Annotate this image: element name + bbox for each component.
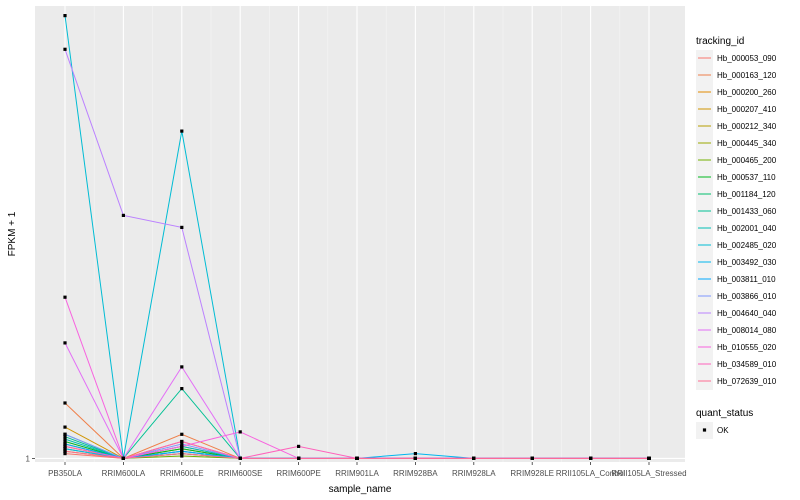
legend-label: Hb_000537_110 [717, 173, 776, 182]
data-point [355, 456, 359, 460]
x-tick-label: RRIM600LA [102, 469, 146, 478]
data-point [63, 452, 67, 456]
data-point [180, 447, 184, 451]
data-point [180, 454, 184, 458]
legend-label: Hb_002001_040 [717, 224, 777, 233]
data-point [180, 432, 184, 436]
legend-label: Hb_000207_410 [717, 105, 777, 114]
data-point [180, 444, 184, 448]
data-point [238, 456, 242, 460]
x-tick-label: RRIM928BA [393, 469, 438, 478]
data-point [413, 452, 417, 456]
data-point [63, 401, 67, 405]
legend-label: Hb_000053_090 [717, 54, 777, 63]
data-point [63, 435, 67, 439]
x-tick-label: RRIM928LE [510, 469, 554, 478]
legend-label: Hb_001184_120 [717, 190, 776, 199]
x-tick-label: RRIM600SE [218, 469, 262, 478]
series-points [63, 14, 651, 460]
data-point [589, 456, 593, 460]
data-point [63, 14, 67, 18]
legend-label: Hb_000445_340 [717, 139, 777, 148]
x-tick-label: RRII105LA_Control [556, 469, 626, 478]
data-point [297, 456, 301, 460]
legend-items: Hb_000053_090 Hb_000163_120 Hb_000200_260 H… [696, 50, 777, 390]
data-point [121, 456, 125, 460]
data-point [180, 129, 184, 133]
x-tick-label: RRIM928LA [452, 469, 496, 478]
x-tick-label: PB350LA [48, 469, 82, 478]
data-point [180, 365, 184, 369]
legend-label: Hb_001433_060 [717, 207, 777, 216]
data-point [63, 341, 67, 345]
data-point [180, 225, 184, 229]
legend-label: Hb_003811_010 [717, 275, 776, 284]
data-point [647, 456, 651, 460]
shape-legend-key [702, 428, 707, 432]
shape-legend-label: OK [717, 426, 729, 435]
data-point [238, 430, 242, 434]
shape-legend-title: quant_status [696, 408, 753, 419]
x-tick-label: RRIM600LE [160, 469, 204, 478]
data-point [297, 444, 301, 448]
legend-label: Hb_010555_020 [717, 343, 777, 352]
y-tick-label: 1 [26, 454, 31, 463]
legend-label: Hb_004640_040 [717, 309, 777, 318]
data-point [530, 456, 534, 460]
legend-label: Hb_008014_080 [717, 326, 777, 335]
data-point [63, 442, 67, 446]
legend-label: Hb_000212_340 [717, 122, 777, 131]
data-point [63, 439, 67, 444]
legend-label: Hb_072639_010 [717, 377, 777, 386]
data-point [180, 387, 184, 391]
plot-panel [35, 6, 685, 462]
x-tick-label: RRII105LA_Stressed [611, 469, 686, 478]
legend-label: Hb_000163_120 [717, 71, 777, 80]
data-point [180, 452, 184, 456]
data-point [472, 456, 476, 460]
data-point [63, 425, 67, 429]
data-point [180, 439, 184, 444]
legend: tracking_id Hb_000053_090Hb_000163_120Hb… [696, 36, 777, 439]
legend-label: Hb_000200_260 [717, 88, 777, 97]
legend-label: Hb_003866_010 [717, 292, 777, 301]
data-point [63, 447, 67, 451]
legend-label: Hb_002485_020 [717, 241, 777, 250]
data-point [63, 295, 67, 299]
x-tick-label: RRIM901LA [335, 469, 379, 478]
grid-minor [93, 6, 621, 462]
data-point [121, 213, 125, 217]
shape-legend-items: OK [696, 422, 729, 439]
legend-label: Hb_003492_030 [717, 258, 777, 267]
data-point [63, 444, 67, 448]
x-axis: PB350LA RRIM600LA RRIM600LE RRIM600SE RRIM60… [48, 462, 687, 478]
y-axis: 1 [26, 454, 35, 463]
legend-title: tracking_id [696, 36, 744, 47]
data-point [63, 449, 67, 453]
data-point [63, 47, 67, 51]
data-point [180, 442, 184, 446]
data-point [180, 449, 184, 453]
data-point [413, 456, 417, 460]
x-axis-title: sample_name [329, 484, 392, 495]
data-point [63, 437, 67, 441]
data-point [63, 432, 67, 436]
x-tick-label: RRIM600PE [276, 469, 320, 478]
legend-label: Hb_034589_010 [717, 360, 777, 369]
y-axis-title: FPKM + 1 [7, 211, 18, 256]
legend-label: Hb_000465_200 [717, 156, 777, 165]
